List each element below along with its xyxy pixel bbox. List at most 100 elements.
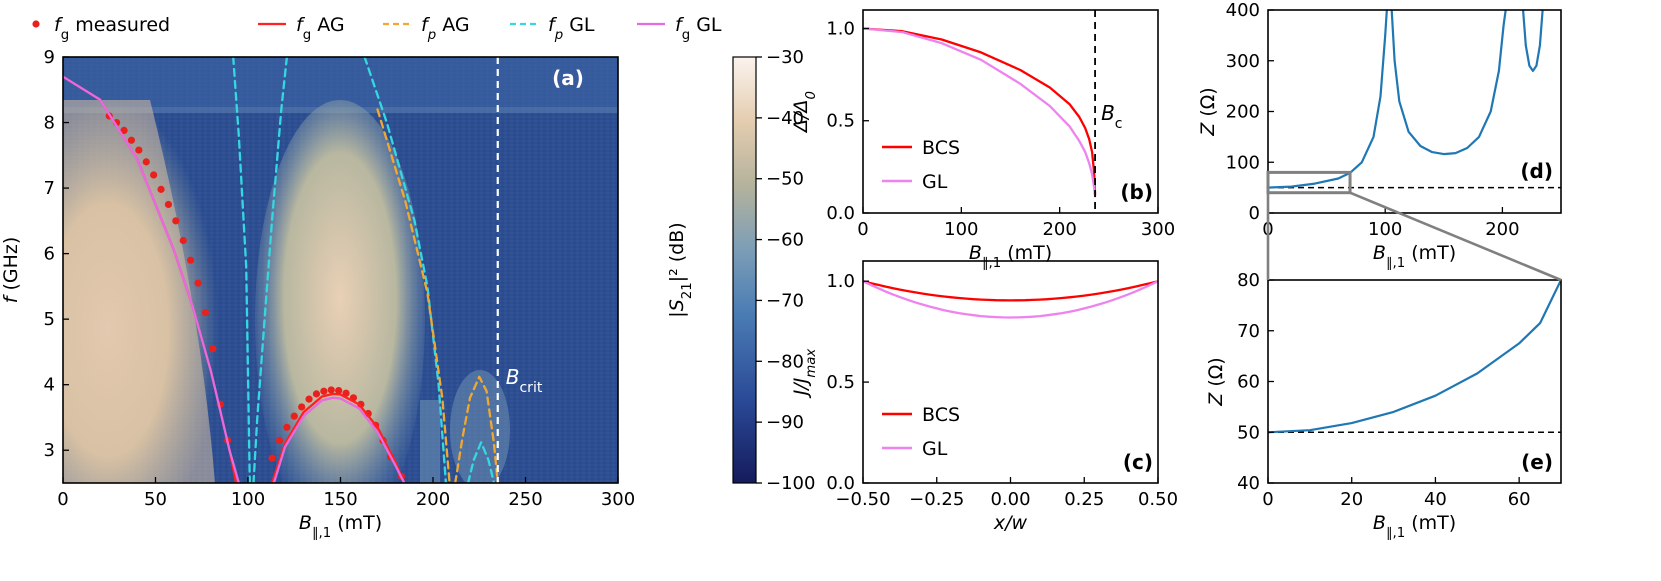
series-fp-gl-a (252, 57, 289, 483)
impedance-curve (1521, 10, 1544, 73)
x-axis-label: B∥,1 (mT) (1373, 242, 1456, 271)
plot-frame (862, 260, 1159, 484)
panel-e: 0 20 40 60 40 50 60 70 80 B∥,1 (mT) Z (Ω) (e) (1205, 270, 1562, 541)
y-tick-label: 300 (1226, 51, 1260, 72)
y-tick-label: 5 (44, 309, 55, 330)
colorbar: −30 −40 −50 −60 −70 −80 −90 −100 |S21|² (dB) (666, 47, 815, 494)
data-point (305, 395, 313, 403)
x-tick-label: 100 (944, 219, 978, 240)
y-tick-label: 60 (1237, 372, 1260, 393)
x-tick-label: 0 (57, 489, 68, 510)
colorbar-tick-label: −70 (766, 290, 804, 311)
legend-label: fp GL (548, 14, 595, 43)
data-point (194, 279, 202, 287)
y-tick-label: 9 (44, 47, 55, 68)
y-axis-label: f (GHz) (0, 237, 22, 304)
zoom-connector (1266, 191, 1562, 282)
series-fg-gl (63, 75, 240, 483)
x-tick-label: 250 (508, 489, 542, 510)
data-point (179, 236, 187, 245)
x-axis-label: x/w (993, 512, 1028, 534)
legend-label: fg AG (296, 14, 345, 43)
legend-label-gl: GL (922, 438, 948, 460)
data-point (120, 126, 128, 135)
panel-label: (b) (1120, 180, 1153, 204)
x-tick-label: 200 (1042, 219, 1076, 240)
series-gl (863, 280, 1158, 319)
impedance-curve (1390, 10, 1507, 156)
x-tick-label: 300 (601, 489, 635, 510)
x-tick-label: 0 (1262, 489, 1273, 510)
y-tick-label: 0.5 (826, 111, 855, 132)
data-point (298, 403, 306, 411)
x-tick-label: −0.50 (835, 489, 890, 510)
y-axis-label: Δ/Δ0 (790, 91, 819, 134)
panel-label: (e) (1521, 450, 1553, 474)
y-tick-label: 6 (44, 244, 55, 265)
impedance-curve (1268, 10, 1388, 189)
zoom-box (1266, 170, 1352, 195)
legend-marker (32, 20, 40, 28)
data-point (320, 387, 328, 395)
zoom-line-right (1349, 191, 1562, 282)
x-tick-label: −0.25 (909, 489, 964, 510)
panel-label: (a) (552, 66, 584, 90)
panel-a: 0 50 100 150 200 250 300 3 4 5 6 7 8 9 B∥,1 (mT) f (GHz… (0, 14, 815, 541)
legend-label: fp AG (421, 14, 470, 43)
y-tick-label: 0.0 (826, 473, 855, 494)
x-tick-label: 0 (857, 219, 868, 240)
data-point (135, 146, 143, 154)
y-tick-label: 0.5 (826, 372, 855, 393)
series-fg-gl-lobe (272, 396, 406, 483)
bc-label: Bc (1101, 101, 1122, 132)
y-tick-label: 1.0 (826, 18, 855, 39)
panel-d: 01002000100200300400B∥,1 (mT)Z (Ω)(d) (1197, 0, 1562, 271)
legend-label-gl: GL (922, 171, 948, 193)
colorbar-tick-label: −50 (766, 169, 804, 190)
data-point (327, 386, 335, 394)
colorbar-tick-label: −60 (766, 230, 804, 251)
plot-frame (1267, 9, 1562, 214)
legend-label-bcs: BCS (922, 404, 960, 426)
x-tick-label: 0.50 (1138, 489, 1178, 510)
series-fp-ag-c (376, 108, 451, 483)
data-point (142, 158, 150, 166)
plot-frame (862, 9, 1159, 214)
x-tick-label: 0.25 (1064, 489, 1104, 510)
y-axis-label: Z (Ω) (1205, 357, 1227, 406)
data-point (268, 454, 276, 462)
data-point (342, 389, 350, 397)
colorbar-tick-label: −40 (766, 108, 804, 129)
series-bcs (863, 280, 1158, 302)
y-tick-label: 3 (44, 440, 55, 461)
series-gl (863, 27, 1097, 198)
x-axis-label: B∥,1 (mT) (1373, 512, 1456, 541)
y-tick-label: 80 (1237, 270, 1260, 291)
y-tick-label: 100 (1226, 152, 1260, 173)
data-point (187, 256, 195, 264)
y-axis-label: Z (Ω) (1197, 87, 1219, 136)
y-tick-label: 1.0 (826, 271, 855, 292)
legend-label: fg measured (54, 14, 170, 43)
y-axis-label: J/Jmax (790, 349, 819, 400)
y-tick-label: 40 (1237, 473, 1260, 494)
panel-c: −0.50 −0.25 0.00 0.25 0.50 0.0 0.5 1.0 x/w J/Jmax… (790, 260, 1178, 534)
data-point (150, 171, 158, 179)
data-point (164, 200, 173, 209)
y-tick-label: 7 (44, 178, 55, 199)
panel-b: 0 100 200 300 0.0 0.5 1.0 B∥,1 (mT) Δ/Δ0 Bc BCS GL (… (790, 9, 1175, 271)
y-tick-label: 8 (44, 113, 55, 134)
colorbar-label: |S21|² (dB) (666, 222, 695, 317)
x-tick-label: 200 (1485, 219, 1519, 240)
x-tick-label: 300 (1141, 219, 1175, 240)
colorbar-tick-label: −90 (766, 412, 804, 433)
colorbar-tick-label: −30 (766, 47, 804, 68)
y-tick-label: 4 (44, 375, 55, 396)
legend: fg measured fg AG fp AG fp GL fg GL (32, 14, 722, 43)
heatmap (63, 57, 618, 483)
data-point (312, 390, 321, 398)
series-fp-gl-c (363, 57, 448, 483)
y-tick-label: 70 (1237, 321, 1260, 342)
series-fg-ag-lobe (270, 392, 406, 483)
